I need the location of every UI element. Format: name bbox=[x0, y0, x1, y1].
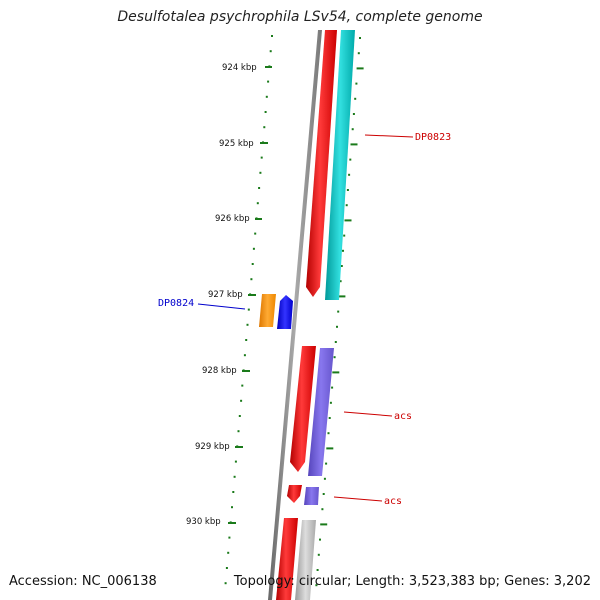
outer-track-mark bbox=[349, 158, 352, 161]
outer-track-mark bbox=[352, 113, 355, 115]
tick-label: 930 kbp bbox=[186, 517, 221, 527]
outer-track-mark bbox=[355, 82, 358, 85]
outer-track-mark bbox=[338, 295, 346, 298]
tick-label: 927 kbp bbox=[208, 290, 243, 300]
track-dot bbox=[269, 50, 272, 53]
tick-label: 928 kbp bbox=[202, 366, 237, 376]
outer-track-mark bbox=[346, 189, 349, 191]
track-dot bbox=[263, 126, 266, 129]
outer-track-mark bbox=[348, 173, 351, 176]
gene-label-acs-1[interactable]: acs bbox=[394, 411, 412, 422]
outer-track-mark bbox=[339, 280, 342, 283]
track-dot bbox=[246, 323, 249, 326]
track-dot bbox=[241, 384, 244, 387]
track-dot bbox=[224, 582, 227, 585]
gene-feature-dp0824 bbox=[277, 295, 293, 329]
outer-track-marks bbox=[315, 37, 364, 587]
track-dot bbox=[265, 95, 268, 98]
genome-title: Desulfotalea psychrophila LSv54, complet… bbox=[117, 9, 483, 25]
track-dot bbox=[245, 339, 248, 341]
track-dot bbox=[256, 202, 259, 205]
track-dot bbox=[267, 80, 270, 83]
outer-track-mark bbox=[359, 37, 361, 39]
outer-track-mark bbox=[336, 325, 338, 328]
track-dot bbox=[240, 399, 243, 402]
gene-feature-orange bbox=[259, 294, 276, 327]
scale-ticks: 924 kbp 925 kbp 926 kbp 927 kbp 928 kbp … bbox=[186, 63, 272, 527]
track-dot bbox=[264, 111, 267, 113]
label-leader-acs-1 bbox=[343, 411, 393, 417]
track-dot bbox=[250, 278, 253, 281]
track-dot bbox=[271, 35, 273, 37]
outer-track-mark bbox=[326, 447, 334, 450]
gene-feature-red-top bbox=[306, 30, 337, 297]
track-dot bbox=[233, 475, 236, 478]
gene-feature-acs-1 bbox=[308, 348, 334, 476]
gene-label-dp0824[interactable]: DP0824 bbox=[158, 298, 194, 309]
track-dot bbox=[237, 430, 240, 433]
outer-track-mark bbox=[331, 386, 334, 389]
label-leader-acs-2 bbox=[333, 496, 383, 502]
outer-track-mark bbox=[329, 401, 332, 404]
tick-label: 925 kbp bbox=[219, 139, 254, 149]
gene-feature-red-small bbox=[287, 485, 302, 503]
gene-feature-red-bottom bbox=[276, 518, 298, 600]
genome-backbone bbox=[268, 30, 322, 600]
outer-track-mark bbox=[315, 584, 318, 587]
outer-track-mark bbox=[343, 234, 346, 237]
outer-track-mark bbox=[316, 569, 319, 571]
outer-track-mark bbox=[340, 265, 343, 267]
track-dot bbox=[252, 247, 255, 250]
track-dot bbox=[258, 187, 261, 189]
gene-feature-red-middle bbox=[290, 346, 316, 472]
outer-track-mark bbox=[356, 67, 364, 70]
gene-label-acs-2[interactable]: acs bbox=[384, 496, 402, 507]
gene-label-dp0823[interactable]: DP0823 bbox=[415, 132, 451, 143]
track-dot bbox=[260, 156, 263, 159]
outer-track-mark bbox=[333, 356, 336, 359]
track-dot bbox=[247, 308, 250, 311]
outer-track-mark bbox=[344, 219, 352, 222]
outer-track-mark bbox=[323, 477, 326, 480]
outer-track-mark bbox=[317, 553, 320, 556]
track-dot bbox=[243, 354, 246, 357]
outer-track-mark bbox=[337, 310, 340, 313]
tick-label: 924 kbp bbox=[222, 63, 257, 73]
outer-track-mark bbox=[327, 432, 330, 435]
genome-summary-text: Topology: circular; Length: 3,523,383 bp… bbox=[233, 574, 591, 589]
track-dot bbox=[238, 415, 241, 417]
track-dot bbox=[259, 171, 262, 174]
outer-track-mark bbox=[354, 97, 357, 100]
track-dot bbox=[254, 232, 257, 235]
outer-track-mark bbox=[319, 538, 321, 541]
outer-track-mark bbox=[325, 462, 328, 465]
outer-track-mark bbox=[342, 249, 344, 252]
outer-track-mark bbox=[334, 341, 337, 343]
outer-track-mark bbox=[351, 128, 354, 131]
gene-feature-gray-bottom bbox=[295, 520, 316, 600]
tick-label: 926 kbp bbox=[215, 214, 250, 224]
gene-feature-dp0823 bbox=[325, 30, 355, 300]
label-leader-dp0823 bbox=[364, 134, 414, 138]
outer-track-mark bbox=[320, 523, 328, 526]
outer-track-mark bbox=[357, 52, 360, 55]
outer-track-mark bbox=[322, 493, 325, 495]
label-leader-dp0824 bbox=[197, 303, 246, 310]
track-dot bbox=[234, 460, 237, 463]
outer-track-mark bbox=[350, 143, 358, 146]
tick-label: 929 kbp bbox=[195, 442, 230, 452]
track-dot bbox=[225, 567, 228, 569]
outer-track-mark bbox=[321, 508, 324, 511]
accession-text: Accession: NC_006138 bbox=[9, 574, 157, 589]
track-dot bbox=[228, 536, 231, 539]
gene-feature-acs-2 bbox=[304, 487, 319, 505]
track-dot bbox=[227, 551, 230, 554]
outer-track-mark bbox=[328, 417, 331, 419]
outer-track-mark bbox=[345, 204, 348, 207]
outer-track-mark bbox=[332, 371, 340, 374]
track-dot bbox=[251, 263, 254, 265]
track-dot bbox=[232, 491, 235, 493]
track-dot bbox=[231, 506, 233, 509]
